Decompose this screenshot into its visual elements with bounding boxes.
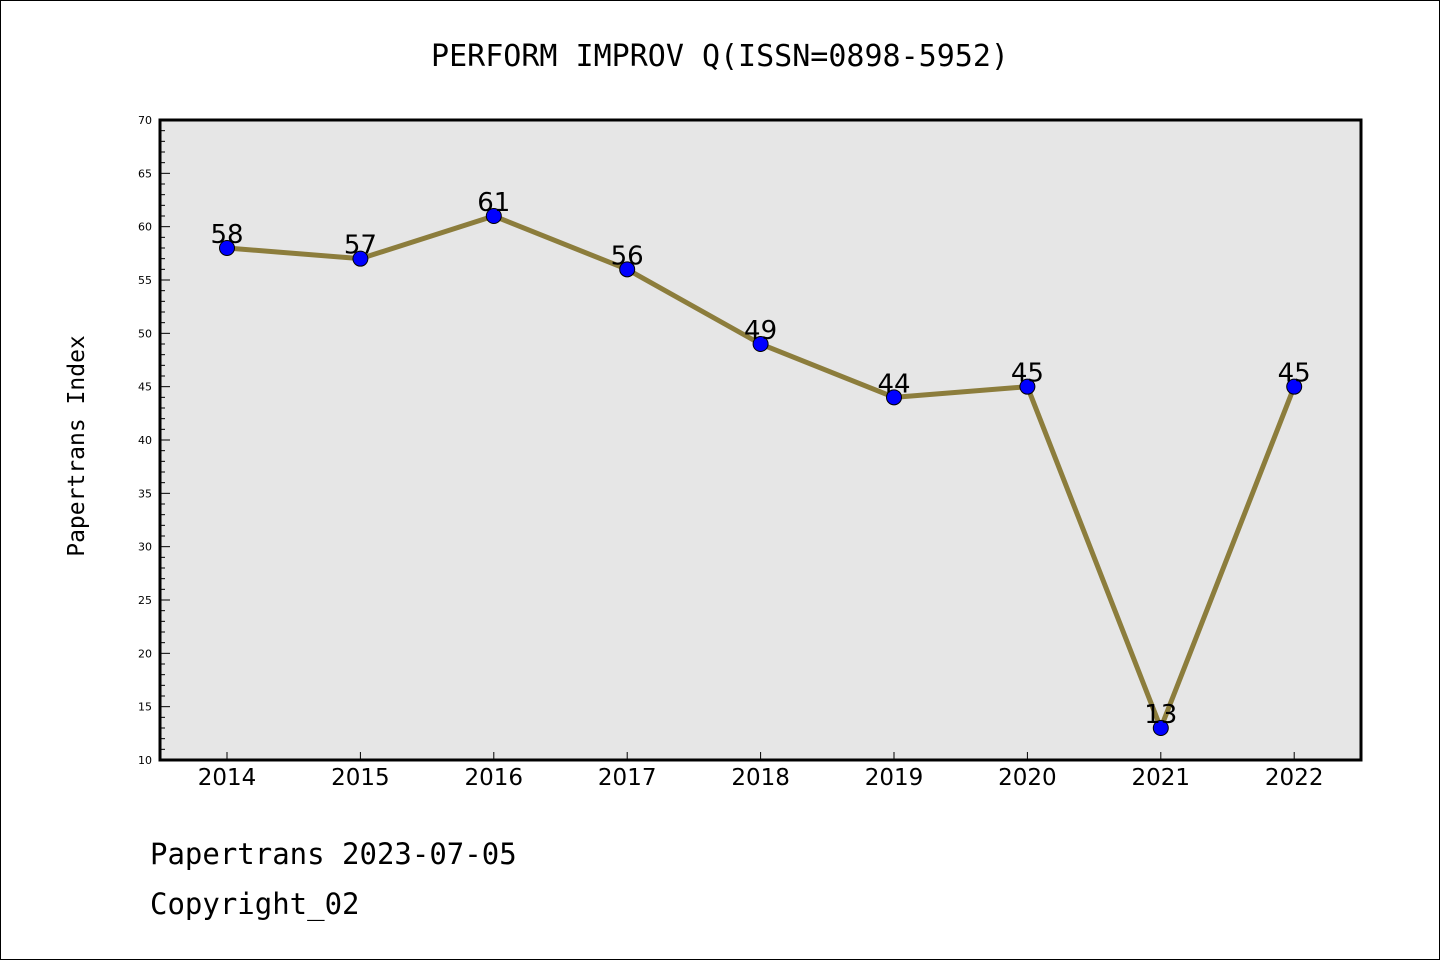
y-tick-label: 35 [138,487,152,500]
data-point [1286,378,1303,395]
x-axis: 2014 2015 2016 2017 2018 2019 2020 2021 2022 [198,752,1324,791]
y-tick-label: 65 [138,167,152,180]
y-axis-label: Papertrans Index [64,335,90,557]
data-point [886,389,902,406]
data-point [1019,378,1036,395]
footer-copyright: Copyright_02 [150,887,360,922]
x-tick-label: 2018 [731,765,790,791]
data-point [485,208,502,224]
data-label: 44 [877,369,910,399]
data-label: 56 [611,241,644,271]
x-tick-label: 2015 [331,765,390,791]
data-label: 49 [744,316,777,346]
x-tick-label: 2017 [598,765,657,791]
y-tick-label: 15 [138,701,152,714]
data-point [1152,720,1169,736]
y-tick-label: 50 [138,327,152,340]
data-point [352,250,369,267]
data-labels: 58 57 61 56 49 44 45 13 45 [210,188,1310,730]
data-label: 58 [210,220,243,250]
chart-title: PERFORM IMPROV Q(ISSN=0898-5952) [431,39,1009,74]
x-tick-label: 2014 [198,765,257,791]
data-label: 57 [344,231,377,261]
data-label: 13 [1144,700,1177,730]
data-point [219,240,235,256]
y-tick-label: 55 [138,274,152,287]
y-tick-label: 10 [138,754,152,767]
data-point [752,336,769,352]
x-tick-label: 2022 [1265,765,1324,791]
data-label: 45 [1011,359,1044,389]
x-tick-label: 2020 [998,765,1057,791]
data-label: 45 [1278,359,1311,389]
y-axis: 10 15 20 25 30 35 40 45 50 55 60 65 70 [138,114,170,767]
series-markers [219,208,1303,736]
x-tick-label: 2016 [465,765,524,791]
y-tick-label: 25 [138,594,152,607]
y-tick-label: 60 [138,221,152,234]
data-point [619,261,636,278]
x-tick-label: 2019 [865,765,924,791]
data-label: 61 [477,188,510,218]
footer-date: Papertrans 2023-07-05 [150,837,517,871]
y-tick-label: 20 [138,647,152,660]
y-tick-label: 30 [138,541,152,554]
x-tick-label: 2021 [1132,765,1191,791]
plot-area [158,118,1363,762]
y-tick-label: 40 [138,434,152,447]
y-tick-label: 70 [138,114,152,127]
y-tick-label: 45 [138,381,152,394]
